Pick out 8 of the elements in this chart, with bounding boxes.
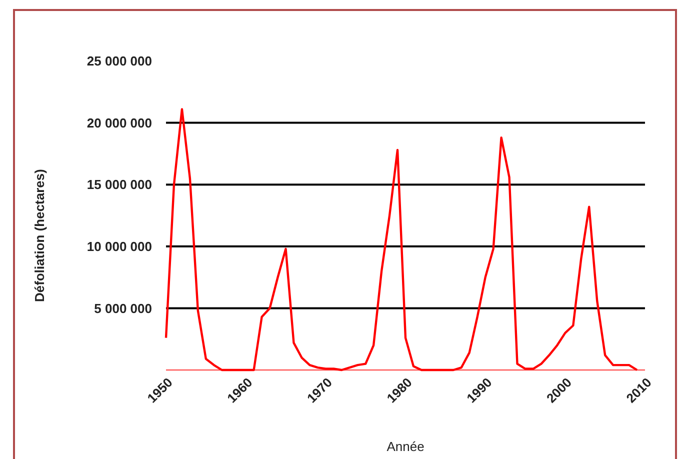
- y-tick-label: 10 000 000: [86, 238, 152, 254]
- y-tick-label: 15 000 000: [86, 177, 152, 192]
- y-tick-label: 20 000 000: [86, 115, 152, 130]
- x-axis-title: Année: [386, 439, 424, 454]
- line-series: [164, 108, 638, 372]
- y-tick-label: 5 000 000: [94, 300, 152, 316]
- y-tick-label: 25 000 000: [86, 54, 152, 69]
- y-axis-title: Défoliation (hectares): [32, 169, 47, 302]
